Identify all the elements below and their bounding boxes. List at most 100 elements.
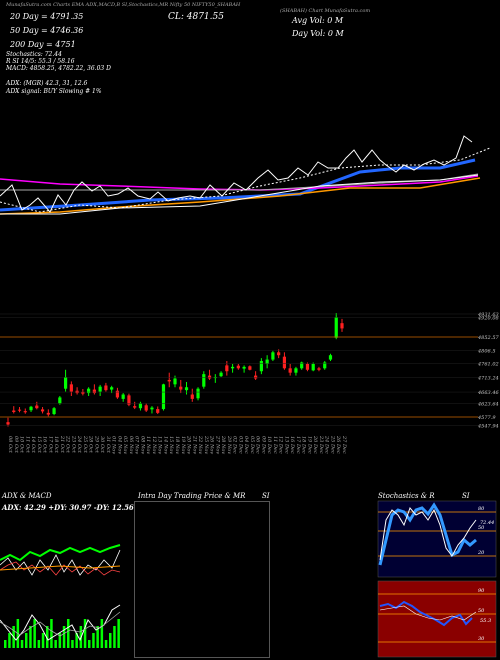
ema200-label: 200 Day = 4751 (10, 40, 76, 49)
candle-body (121, 394, 125, 399)
candle-body (87, 388, 91, 394)
macd-histogram-bar (83, 619, 87, 648)
price-tick-label: 4623.64 (477, 402, 499, 408)
candle-body (294, 368, 298, 373)
candle-body (317, 368, 321, 370)
date-tick-label: 23 Oct (70, 435, 76, 454)
date-tick-label: 26 Dec (335, 435, 341, 454)
date-tick-label: 19 Dec (306, 436, 312, 454)
candle-body (156, 409, 160, 413)
date-tick-label: 08 Oct (7, 436, 13, 454)
date-tick-label: 11 Dec (272, 436, 278, 454)
intraday-si-title: SI (262, 492, 270, 500)
macd-histogram-bar (8, 633, 11, 648)
macd-histogram-bar (29, 626, 32, 648)
date-tick-label: 25 Oct (82, 435, 88, 454)
avg-vol-label: Avg Vol: 0 M (292, 16, 344, 25)
adx-label: ADX: (MGR) 42.3, 31, 12.6 (6, 80, 88, 87)
macd-histogram-bar (92, 633, 95, 648)
macd-histogram-bar (41, 633, 45, 648)
date-tick-label: 04 Nov (116, 436, 122, 454)
date-tick-label: 09 Dec (260, 436, 266, 454)
candle-body (17, 409, 22, 411)
date-tick-label: 22 Nov (197, 435, 203, 454)
date-tick-label: 15 Nov (168, 436, 174, 454)
macd-bars (4, 619, 120, 648)
candle-body (311, 363, 315, 371)
date-tick-label: 05 Dec (249, 436, 255, 454)
macd-histogram-bar (4, 640, 7, 648)
candle-body (40, 409, 45, 412)
date-tick-label: 30 Oct (99, 436, 105, 454)
stoch-readout: 72.44 (480, 520, 495, 526)
date-tick-label: 09 Oct (13, 436, 19, 454)
price-tick-label: 4852.57 (477, 335, 499, 341)
date-tick-label: 25 Nov (203, 435, 209, 454)
price-tick-label: 4577.9 (477, 415, 496, 421)
date-tick-label: 17 Oct (47, 436, 53, 454)
candle-body (58, 397, 62, 404)
date-tick-label: 11 Oct (24, 436, 30, 454)
price-tick-label: 4761.02 (477, 362, 499, 368)
stoch-bg (377, 500, 497, 578)
date-tick-label: 26 Nov (209, 435, 215, 454)
candle-body (63, 377, 68, 389)
candle-body (196, 388, 200, 399)
macd-histogram-bar (113, 626, 116, 648)
stoch-level-50-label: 50 (478, 525, 485, 531)
macd-histogram-bar (16, 619, 20, 648)
ema-group (0, 135, 491, 215)
candle-body (127, 395, 131, 405)
date-tick-label: 28 Nov (220, 435, 226, 454)
candle-body (323, 362, 327, 369)
dotted-line (0, 147, 491, 213)
macd-histogram-bar (75, 633, 78, 648)
candle-body (282, 356, 287, 369)
candle-body (288, 368, 292, 373)
candles-group (6, 313, 344, 427)
close-label: CL: 4871.55 (168, 12, 224, 22)
intraday-title: Intra Day Trading Price & MR (138, 492, 246, 500)
candle-body (161, 384, 166, 410)
candle-body (207, 375, 212, 379)
si-level-90-label: 90 (478, 588, 485, 594)
date-tick-label: 20 Nov (186, 435, 192, 454)
price-tick-label: 4806.5 (477, 348, 496, 354)
date-tick-label: 21 Nov (191, 435, 197, 454)
date-tick-label: 06 Dec (255, 436, 261, 454)
stoch-level-20-label: 20 (478, 550, 485, 556)
ema20-label: 20 Day = 4791.35 (10, 12, 84, 21)
candle-body (340, 323, 344, 329)
macd-histogram-bar (37, 640, 41, 648)
stoch-title: Stochastics & R (378, 492, 435, 500)
date-tick-label: 17 Dec (295, 436, 301, 454)
price-tick-label: 4931.63 (477, 312, 499, 318)
candle-body (133, 406, 137, 408)
close-line (0, 135, 473, 213)
date-tick-label: 29 Oct (93, 435, 99, 454)
candle-body (92, 389, 96, 394)
si-line-2 (379, 605, 477, 621)
top-right: (SHABAH) Chart MunafaSutra.com (280, 8, 371, 14)
candle-body (328, 355, 333, 360)
date-tick-label: 27 Dec (341, 435, 347, 454)
adx-signal-label: ADX signal: BUY Slowing # 1% (6, 88, 102, 95)
candle-body (230, 366, 235, 369)
date-tick-label: 14 Nov (162, 436, 168, 454)
macd-label: MACD: 4858.25, 4782.22, 36.03 D (6, 65, 111, 72)
candle-body (167, 379, 171, 382)
candle-body (12, 410, 16, 412)
macd-histogram-bar (54, 640, 57, 648)
candle-body (144, 405, 148, 411)
date-tick-label: 21 Oct (59, 435, 65, 454)
date-tick-label: 19 Nov (180, 436, 186, 454)
macd-histogram-bar (25, 633, 28, 648)
date-tick-label: 03 Dec (237, 436, 243, 454)
adx-readout: ADX: 42.29 +DY: 30.97 -DY: 12.56 (2, 503, 134, 512)
candle-body (110, 387, 114, 390)
macd-histogram-bar (88, 640, 91, 648)
macd-histogram-bar (33, 619, 36, 648)
candle-body (184, 387, 189, 391)
intraday-box (134, 501, 270, 658)
date-tick-label: 16 Oct (42, 436, 48, 454)
